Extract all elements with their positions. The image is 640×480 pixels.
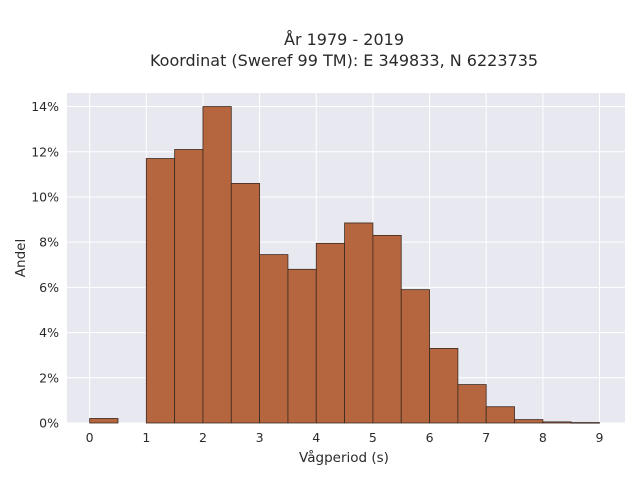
histogram-bar: [429, 348, 459, 424]
bars: [89, 106, 600, 424]
histogram-bar: [570, 422, 600, 424]
histogram-bar: [89, 418, 119, 424]
y-tick-label: 0%: [39, 416, 59, 431]
histogram-bar: [174, 149, 204, 424]
histogram-bar: [372, 234, 402, 424]
x-tick-label: 7: [482, 430, 490, 445]
x-tick-label: 9: [596, 430, 604, 445]
histogram-bar: [344, 222, 374, 424]
y-tick-label: 4%: [39, 325, 59, 340]
y-tick-label: 10%: [31, 189, 59, 204]
histogram-bar: [230, 183, 261, 424]
histogram-bar: [400, 289, 430, 424]
x-tick-label: 5: [369, 430, 377, 445]
x-tick-label: 2: [199, 430, 207, 445]
histogram-bar: [259, 254, 289, 424]
y-tick-label: 8%: [39, 235, 59, 250]
histogram-bar: [542, 421, 572, 424]
x-tick-label: 1: [142, 430, 150, 445]
histogram-bar: [287, 268, 317, 424]
histogram-bar: [457, 384, 487, 424]
y-axis-label: Andel: [13, 239, 29, 277]
y-tick-labels: 0% 2% 4% 6% 8% 10% 12% 14%: [31, 99, 59, 430]
x-tick-label: 3: [256, 430, 264, 445]
x-tick-label: 6: [426, 430, 434, 445]
histogram-bar: [202, 106, 232, 424]
x-tick-label: 4: [312, 430, 320, 445]
x-tick-label: 8: [539, 430, 547, 445]
y-tick-label: 6%: [39, 280, 59, 295]
histogram-bar: [485, 406, 515, 424]
y-tick-label: 12%: [31, 144, 59, 159]
chart-title: År 1979 - 2019: [284, 30, 404, 49]
chart-subtitle: Koordinat (Sweref 99 TM): E 349833, N 62…: [150, 51, 538, 70]
y-tick-label: 2%: [39, 370, 59, 385]
x-axis-label: Vågperiod (s): [299, 449, 389, 466]
x-tick-labels: 0 1 2 3 4 5 6 7 8 9: [86, 430, 604, 445]
histogram-bar: [145, 158, 176, 424]
histogram-bar: [315, 242, 345, 424]
histogram-bar: [514, 419, 544, 424]
x-tick-label: 0: [86, 430, 94, 445]
y-tick-label: 14%: [31, 99, 59, 114]
